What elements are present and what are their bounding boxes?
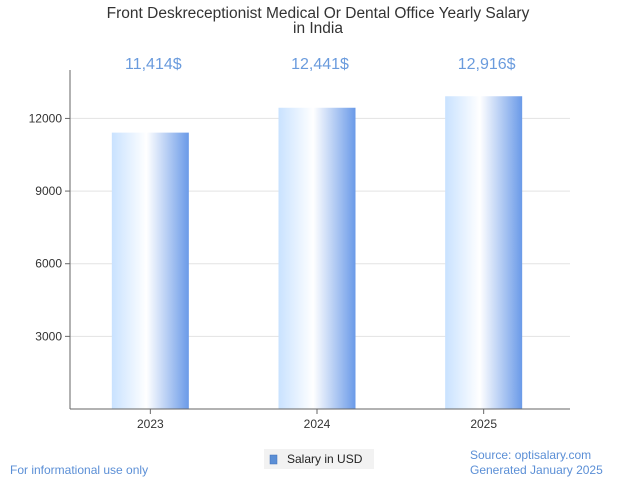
data-labels: 11,414$ 12,441$ 12,916$: [125, 56, 516, 73]
legend: Salary in USD: [264, 449, 374, 469]
footer-disclaimer: For informational use only: [10, 463, 148, 477]
x-tick-label: 2023: [137, 417, 164, 431]
data-label: 11,414$: [125, 56, 182, 73]
legend-box: [264, 449, 374, 469]
bar: [278, 107, 356, 410]
footer-source: Source: optisalary.com: [470, 448, 591, 462]
bars: [111, 96, 523, 410]
y-tick-label: 3000: [35, 329, 62, 343]
data-label: 12,916$: [458, 56, 516, 73]
x-tick-label: 2025: [470, 417, 497, 431]
y-tick-label: 9000: [35, 184, 62, 198]
y-tick-label: 12000: [29, 111, 63, 125]
footer-generated: Generated January 2025: [470, 463, 603, 477]
legend-swatch: [269, 454, 278, 465]
legend-label: Salary in USD: [287, 452, 363, 466]
bar: [445, 96, 523, 409]
chart-title-line-2: in India: [293, 20, 343, 37]
x-tick-label: 2024: [304, 417, 331, 431]
axes: 3000 6000 9000 12000 2023 2024 2025: [29, 70, 570, 431]
bar: [111, 132, 189, 409]
y-tick-label: 6000: [35, 257, 62, 271]
data-label: 12,441$: [291, 56, 349, 73]
chart-title-line-1: Front Deskreceptionist Medical Or Dental…: [107, 5, 530, 22]
